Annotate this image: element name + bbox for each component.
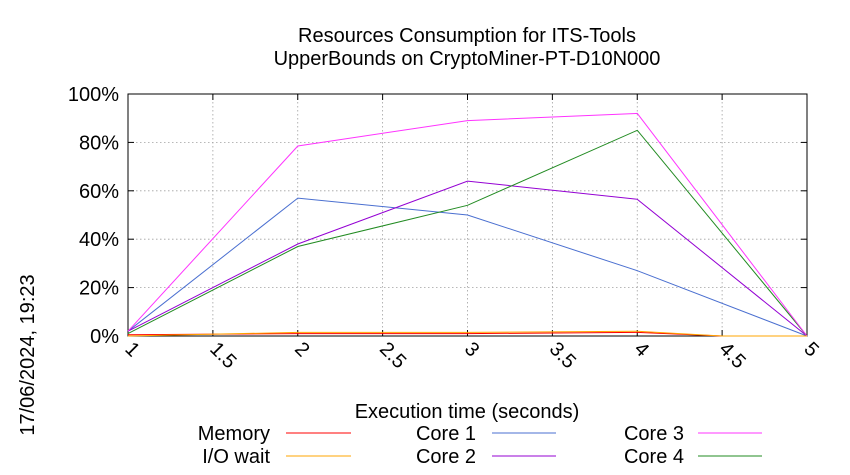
legend-item: Core 1 bbox=[416, 423, 556, 445]
series-line-core-3 bbox=[127, 112, 808, 337]
legend-label: I/O wait bbox=[202, 446, 270, 468]
legend-item: Core 4 bbox=[624, 446, 762, 468]
y-tick-label: 20% bbox=[79, 278, 119, 300]
x-tick-label: 3.5 bbox=[545, 338, 580, 373]
series-lines bbox=[127, 112, 808, 337]
x-tick-label: 1 bbox=[120, 338, 143, 361]
legend-item: Core 2 bbox=[416, 446, 556, 468]
chart-title: Resources Consumption for ITS-Tools bbox=[298, 25, 636, 47]
series-line-core-4 bbox=[127, 129, 808, 337]
legend-label: Core 1 bbox=[416, 423, 476, 445]
legend-label: Memory bbox=[198, 423, 270, 445]
legend-label: Core 4 bbox=[624, 446, 684, 468]
legend-item: Core 3 bbox=[624, 423, 762, 445]
x-axis-label: Execution time (seconds) bbox=[355, 401, 580, 423]
y-axis: 0% 20% 40% 60% 80% 100% bbox=[68, 84, 807, 348]
y-tick-label: 40% bbox=[79, 229, 119, 251]
x-tick-label: 3 bbox=[460, 338, 483, 361]
series-line-i-o-wait bbox=[127, 330, 807, 337]
x-tick-label: 4 bbox=[630, 338, 653, 361]
y-tick-label: 60% bbox=[79, 181, 119, 203]
x-tick-label: 5 bbox=[799, 338, 822, 361]
chart-subtitle: UpperBounds on CryptoMiner-PT-D10N000 bbox=[274, 48, 661, 70]
x-tick-label: 1.5 bbox=[205, 338, 240, 373]
legend-item: I/O wait bbox=[202, 446, 351, 468]
legend-label: Core 3 bbox=[624, 423, 684, 445]
legend-label: Core 2 bbox=[416, 446, 476, 468]
legend-item: Memory bbox=[198, 423, 351, 445]
y-tick-label: 80% bbox=[79, 132, 119, 154]
series-line-core-1 bbox=[127, 197, 808, 337]
timestamp: 17/06/2024, 19:23 bbox=[17, 274, 39, 435]
x-tick-label: 2 bbox=[290, 338, 313, 361]
x-tick-label: 4.5 bbox=[715, 338, 750, 373]
y-tick-label: 100% bbox=[68, 84, 119, 106]
x-tick-label: 2.5 bbox=[375, 338, 410, 373]
x-axis: 1 1.5 2 2.5 3 3.5 4 4.5 5 bbox=[120, 94, 823, 373]
series-line-core-2 bbox=[127, 180, 808, 337]
y-tick-label: 0% bbox=[90, 326, 119, 348]
